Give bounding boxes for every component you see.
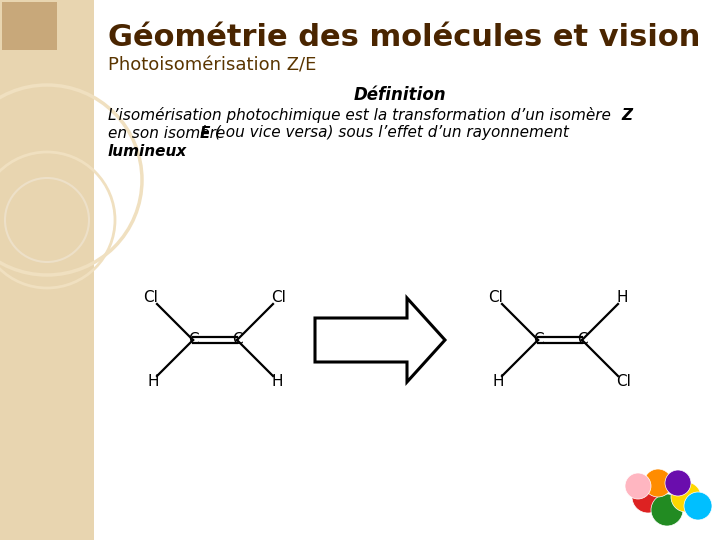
Text: Photoisomérisation Z/E: Photoisomérisation Z/E [108,56,316,74]
Bar [2,2,57,50]
Text: C: C [188,333,198,348]
Circle shape [684,492,712,520]
Text: H: H [148,375,158,389]
Bar [0,0,94,540]
Text: C: C [533,333,544,348]
Text: .: . [174,144,179,159]
Text: C: C [577,333,588,348]
Text: Cl: Cl [489,291,503,306]
Text: H: H [616,291,628,306]
Text: Géométrie des molécules et vision: Géométrie des molécules et vision [108,24,701,52]
Text: E: E [200,125,210,140]
Text: Cl: Cl [616,375,631,389]
Text: C: C [232,333,243,348]
Text: lumineux: lumineux [108,144,187,159]
Circle shape [651,494,683,526]
Text: Cl: Cl [143,291,158,306]
Text: ( ou vice versa) sous l’effet d’un rayonnement: ( ou vice versa) sous l’effet d’un rayon… [210,125,569,140]
Text: Définition: Définition [354,86,446,104]
Circle shape [671,482,701,512]
Text: H: H [492,375,504,389]
Circle shape [644,469,672,497]
Circle shape [632,481,664,513]
Text: L’isomérisation photochimique est la transformation d’un isomère: L’isomérisation photochimique est la tra… [108,107,616,123]
Circle shape [665,470,691,496]
Text: en son isomère: en son isomère [108,125,230,140]
Text: H: H [271,375,283,389]
Polygon shape [315,298,445,382]
Text: Cl: Cl [271,291,287,306]
Text: Z: Z [621,107,632,123]
Circle shape [625,473,651,499]
